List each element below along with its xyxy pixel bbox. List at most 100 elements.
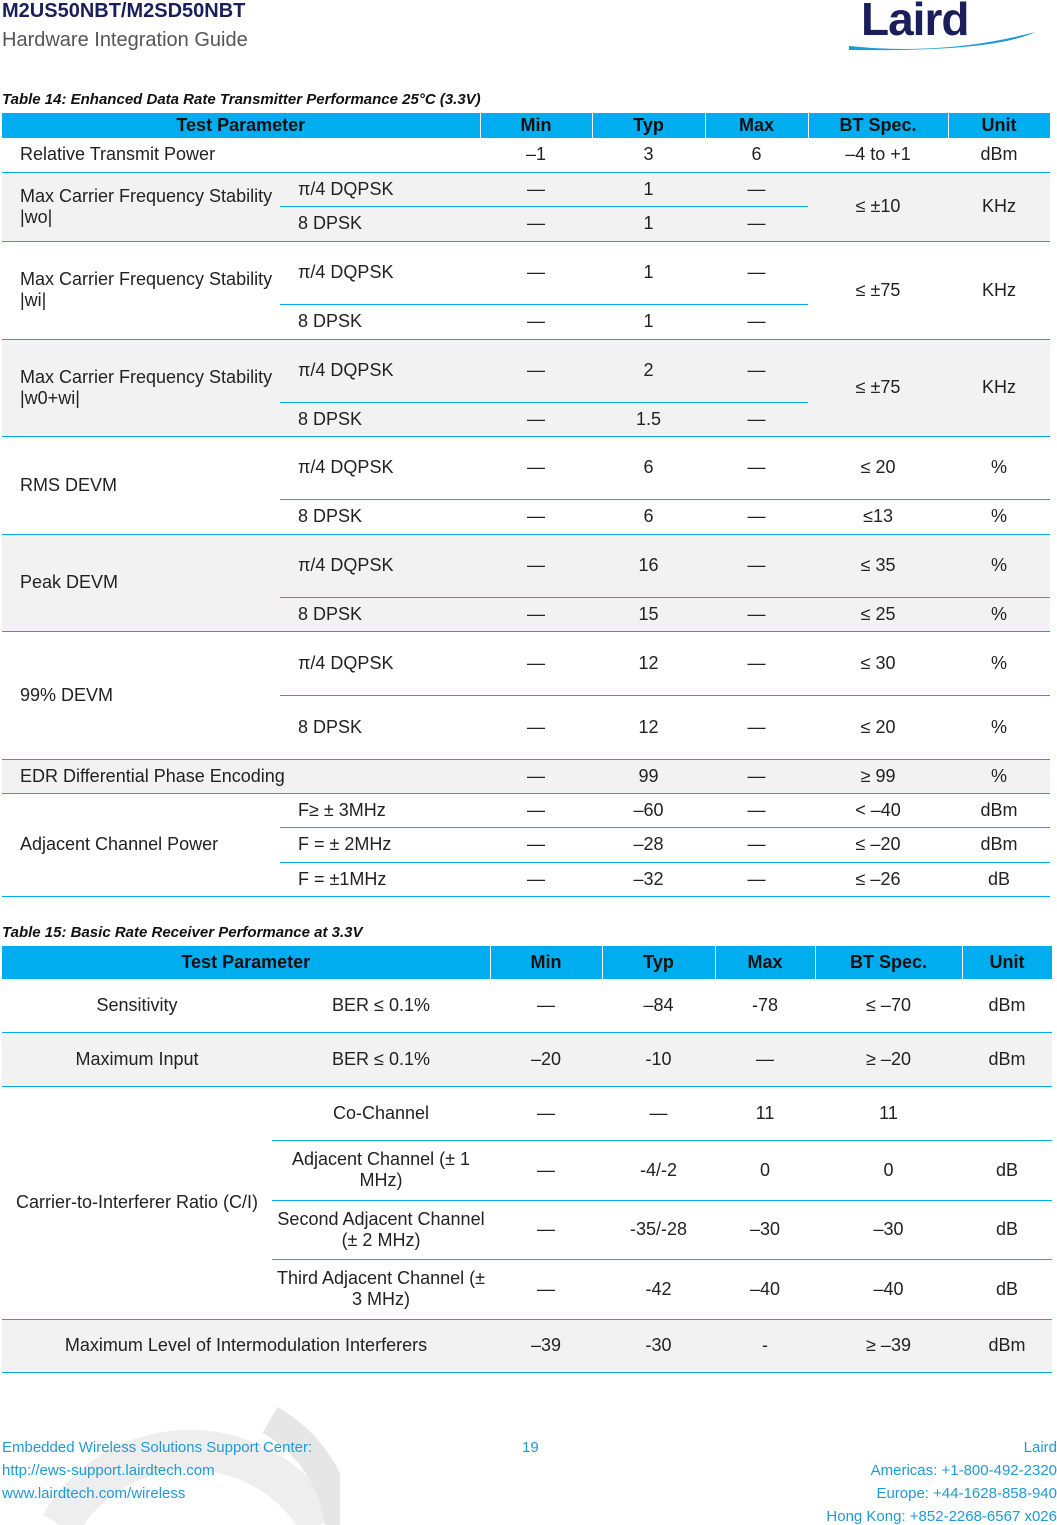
sub-parameter: Adjacent Channel (± 1 MHz) xyxy=(272,1140,491,1201)
max-value: 0 xyxy=(715,1140,816,1201)
table-row: Maximum Input BER ≤ 0.1% –20 -10— ≥ –20 dBm xyxy=(2,1032,1053,1087)
logo-text: Laird xyxy=(861,0,969,45)
min-value: — xyxy=(480,793,593,828)
max-value: -78 xyxy=(715,979,816,1033)
max-value: — xyxy=(705,402,809,437)
typ-value: -30 xyxy=(602,1319,716,1373)
header-unit: Unit xyxy=(962,946,1053,979)
min-value: — xyxy=(480,339,593,403)
unit-value: % xyxy=(948,597,1051,632)
table-row: Max Carrier Frequency Stability |wi| π/4 … xyxy=(2,241,1051,340)
parameter-name: Max Carrier Frequency Stability |w0+wi| xyxy=(2,339,280,437)
typ-value: -4/-2 xyxy=(602,1140,716,1201)
unit-value: % xyxy=(948,695,1051,760)
header-typ: Typ xyxy=(592,113,706,138)
sub-parameter: 8 DPSK xyxy=(280,206,481,242)
sub-parameter: π/4 DQPSK xyxy=(280,339,481,403)
sub-parameter: Third Adjacent Channel (± 3 MHz) xyxy=(272,1259,491,1320)
table-row: Max Carrier Frequency Stability |w0+wi| π… xyxy=(2,339,1051,437)
typ-value: 1 xyxy=(592,241,706,305)
watermark xyxy=(42,1406,340,1525)
bt-spec-value: –30 xyxy=(815,1200,963,1260)
max-value: — xyxy=(715,1032,816,1087)
min-value: — xyxy=(490,979,603,1033)
wireless-link[interactable]: www.lairdtech.com/wireless xyxy=(2,1485,186,1502)
parameter-name: Max Carrier Frequency Stability |wi| xyxy=(2,241,280,340)
max-value: 11 xyxy=(715,1086,816,1141)
max-value: — xyxy=(705,534,809,598)
header-max: Max xyxy=(705,113,809,138)
max-value: — xyxy=(705,631,809,696)
sub-parameter: π/4 DQPSK xyxy=(280,631,481,696)
min-value: — xyxy=(480,172,593,207)
table-row: Peak DEVM π/4 DQPSK —16— ≤ 35% xyxy=(2,534,1051,632)
unit-value: dBm xyxy=(948,138,1051,173)
table-row: 99% DEVM π/4 DQPSK —12— ≤ 30% xyxy=(2,631,1051,760)
parameter-name: Carrier-to-Interferer Ratio (C/I) xyxy=(2,1086,272,1320)
table-row: F = ± 2MHz — –28— ≤ –20 dBm xyxy=(2,827,1051,863)
unit-value: dB xyxy=(962,1259,1053,1320)
support-center-label: Embedded Wireless Solutions Support Cent… xyxy=(2,1439,313,1456)
typ-value: 6 xyxy=(592,436,706,500)
bt-spec-value: ≤ ±75 xyxy=(808,241,949,340)
typ-value: -10 xyxy=(602,1032,716,1087)
document-subtitle: Hardware Integration Guide xyxy=(2,29,248,51)
typ-value: –60 xyxy=(592,793,706,828)
min-value: –20 xyxy=(490,1032,603,1087)
table-row: Relative Transmit Power –1 3 6 –4 to +1 dBm xyxy=(2,138,1051,173)
header-test-parameter: Test Parameter xyxy=(2,113,481,138)
min-value: — xyxy=(480,597,593,632)
bt-spec-value: ≥ –39 xyxy=(815,1319,963,1373)
max-value: — xyxy=(705,206,809,242)
unit-value: dBm xyxy=(962,1032,1053,1087)
unit-value: KHz xyxy=(948,172,1051,242)
table-row: Max Carrier Frequency Stability |wo| π/4 … xyxy=(2,172,1051,242)
min-value: — xyxy=(480,241,593,305)
typ-value: 1.5 xyxy=(592,402,706,437)
table-row: 8 DPSK —1— xyxy=(2,304,1050,340)
min-value: — xyxy=(480,402,593,437)
parameter-name: Maximum Level of Intermodulation Interfe… xyxy=(2,1319,491,1373)
unit-value xyxy=(962,1086,1053,1141)
max-value: — xyxy=(705,793,809,828)
header-min: Min xyxy=(490,946,603,979)
parameter-name: Relative Transmit Power xyxy=(2,138,481,173)
min-value: — xyxy=(480,534,593,598)
laird-logo: Laird xyxy=(845,0,1045,56)
typ-value: 6 xyxy=(592,499,706,535)
unit-value: KHz xyxy=(948,339,1051,437)
max-value: 6 xyxy=(705,138,809,173)
document-title: M2US50NBT/M2SD50NBT xyxy=(2,0,246,22)
max-value: –40 xyxy=(715,1259,816,1320)
bt-spec-value: ≥ 99 xyxy=(808,759,949,794)
sub-parameter: π/4 DQPSK xyxy=(280,436,481,500)
table-row: Third Adjacent Channel (± 3 MHz) — -42 –40–… xyxy=(2,1259,1053,1320)
unit-value: % xyxy=(948,436,1051,500)
bt-spec-value: ≤ –70 xyxy=(815,979,963,1033)
min-value: — xyxy=(480,862,593,897)
support-link[interactable]: http://ews-support.lairdtech.com xyxy=(2,1462,215,1479)
max-value: — xyxy=(705,695,809,760)
bt-spec-value: ≤ 25 xyxy=(808,597,949,632)
bt-spec-value: ≥ –20 xyxy=(815,1032,963,1087)
sub-parameter: F = ±1MHz xyxy=(280,862,481,897)
max-value: — xyxy=(705,499,809,535)
table-row: RMS DEVM π/4 DQPSK —6— ≤ 20% xyxy=(2,436,1051,535)
footer-right: Laird Americas: +1-800-492-2320 Europe: … xyxy=(826,1436,1057,1525)
table15: Test Parameter Min Typ Max BT Spec. Unit… xyxy=(2,946,1053,1373)
min-value: — xyxy=(490,1140,603,1201)
max-value: - xyxy=(715,1319,816,1373)
max-value: — xyxy=(705,827,809,863)
bt-spec-value: ≤ 20 xyxy=(808,436,949,500)
max-value: — xyxy=(705,436,809,500)
typ-value: — xyxy=(602,1086,716,1141)
min-value: — xyxy=(490,1259,603,1320)
typ-value: 12 xyxy=(592,695,706,760)
sub-parameter: F = ± 2MHz xyxy=(280,827,481,863)
min-value: — xyxy=(480,304,593,340)
header-typ: Typ xyxy=(602,946,716,979)
header-unit: Unit xyxy=(948,113,1051,138)
unit-value: % xyxy=(948,534,1051,598)
bt-spec-value: ≤ ±10 xyxy=(808,172,949,242)
company-name: Laird xyxy=(1023,1439,1057,1456)
